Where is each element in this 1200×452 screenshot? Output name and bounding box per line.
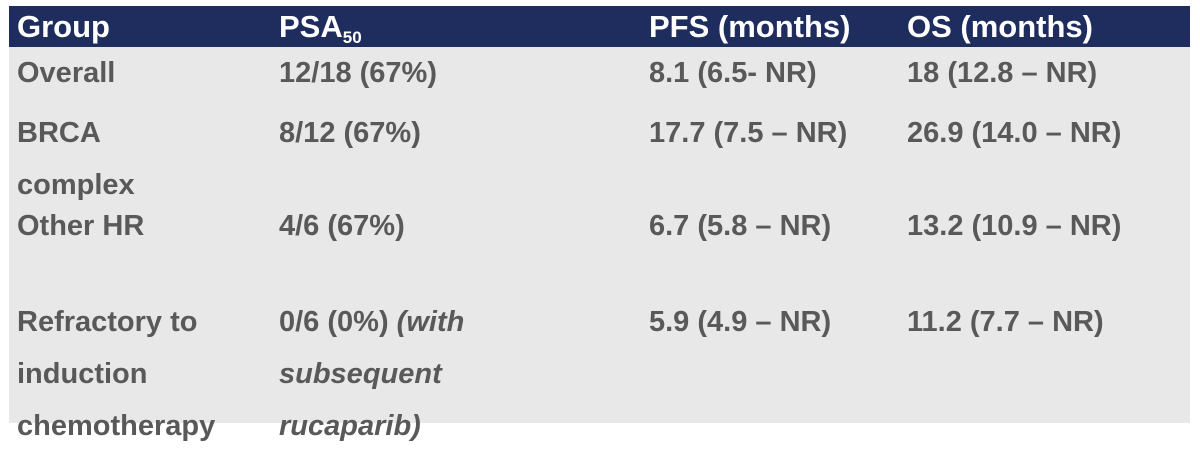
header-os: OS (months) [907, 9, 1093, 44]
cell-group: BRCA complex [17, 117, 135, 201]
cell-psa50: 8/12 (67%) [279, 117, 421, 149]
cell-group: Overall [17, 57, 116, 89]
header-pfs: PFS (months) [649, 9, 851, 44]
cell-psa50: 0/6 (0%) (with subsequent rucaparib) [279, 296, 464, 452]
cell-group: Other HR [17, 210, 145, 242]
results-table: Group PSA50 PFS (months) OS (months) Ove… [9, 6, 1190, 442]
cell-pfs: 8.1 (6.5- NR) [649, 57, 817, 89]
header-psa50: PSA50 [279, 9, 362, 47]
cell-pfs: 6.7 (5.8 – NR) [649, 210, 832, 242]
cell-pfs: 17.7 (7.5 – NR) [649, 117, 848, 149]
cell-os: 11.2 (7.7 – NR) [907, 306, 1104, 338]
cell-psa50-value: 0/6 (0%) [279, 306, 397, 338]
cell-os: 13.2 (10.9 – NR) [907, 210, 1122, 242]
table-header-row: Group PSA50 PFS (months) OS (months) [9, 6, 1190, 47]
cell-os: 18 (12.8 – NR) [907, 57, 1098, 89]
header-psa-label: PSA [279, 9, 343, 44]
cell-pfs: 5.9 (4.9 – NR) [649, 306, 832, 338]
header-group: Group [17, 9, 110, 44]
cell-os: 26.9 (14.0 – NR) [907, 117, 1122, 149]
slide: Group PSA50 PFS (months) OS (months) Ove… [9, 6, 1190, 442]
cell-psa50: 12/18 (67%) [279, 57, 437, 89]
header-psa-subscript: 50 [342, 28, 362, 47]
cell-group: Refractory to induction chemotherapy [17, 306, 216, 442]
cell-psa50: 4/6 (67%) [279, 210, 405, 242]
